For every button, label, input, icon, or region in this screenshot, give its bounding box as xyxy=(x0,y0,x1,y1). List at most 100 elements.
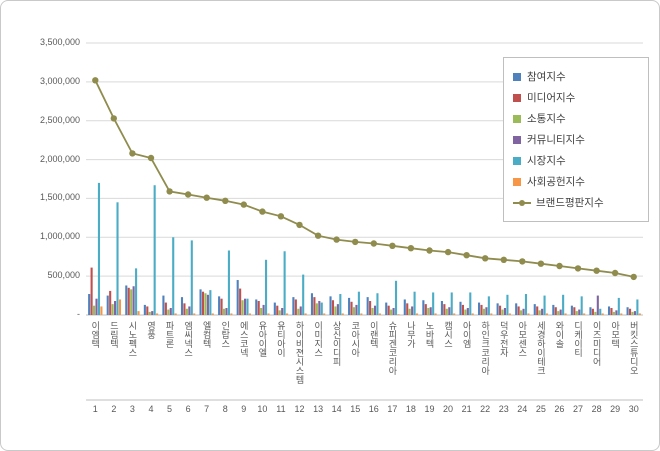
bar-사회공헌지수 xyxy=(230,313,233,315)
brand-index-marker xyxy=(240,201,247,208)
bar-소통지수 xyxy=(222,308,226,315)
bar-참여지수 xyxy=(385,302,388,315)
x-axis-category-label: 엠씨넥스 xyxy=(183,321,194,357)
bar-미디어지수 xyxy=(239,288,242,315)
bar-커뮤니티지수 xyxy=(188,306,191,315)
x-axis-category-label: 나무가 xyxy=(405,321,416,348)
x-axis-rank-label: 9 xyxy=(241,404,247,414)
bar-미디어지수 xyxy=(573,307,576,315)
bar-소통지수 xyxy=(111,304,114,315)
x-axis-category-label: 이미지스 xyxy=(313,321,324,357)
x-axis-category-label: 영풍 xyxy=(145,321,156,339)
bar-사회공헌지수 xyxy=(527,313,530,315)
bar-커뮤니티지수 xyxy=(336,304,339,315)
x-axis-rank-label: 24 xyxy=(517,404,528,414)
legend-color-swatch-icon xyxy=(513,135,521,144)
x-axis-rank-label: 23 xyxy=(498,404,509,414)
brand-index-marker xyxy=(574,265,582,272)
bar-사회공헌지수 xyxy=(490,313,493,315)
bar-소통지수 xyxy=(427,308,430,315)
legend-color-swatch-icon xyxy=(513,114,521,123)
brand-index-marker xyxy=(482,255,489,262)
bar-참여지수 xyxy=(106,295,109,315)
bar-참여지수 xyxy=(255,299,258,315)
brand-index-marker xyxy=(500,256,507,263)
x-axis-rank-label: 28 xyxy=(591,404,602,414)
bar-시장지수 xyxy=(97,182,101,315)
bar-참여지수 xyxy=(366,297,369,315)
x-axis-rank-label: 6 xyxy=(185,404,191,414)
bar-참여지수 xyxy=(459,301,462,315)
brand-index-marker xyxy=(444,248,452,256)
y-axis-tick-label: 1,500,000 xyxy=(39,192,80,203)
x-axis-category-label: 코아시아 xyxy=(350,321,361,357)
bar-미디어지수 xyxy=(183,303,186,315)
bar-사회공헌지수 xyxy=(434,313,437,315)
x-axis-rank-label: 25 xyxy=(535,404,546,414)
x-axis-category-label: 파트론 xyxy=(164,321,175,348)
bar-커뮤니티지수 xyxy=(281,308,284,315)
legend-item-label: 미디어지수 xyxy=(527,92,576,104)
bar-미디어지수 xyxy=(499,305,502,315)
bar-사회공헌지수 xyxy=(620,313,623,315)
bar-시장지수 xyxy=(265,259,268,315)
x-axis-category-label: 상신이디피 xyxy=(331,321,342,366)
bar-사회공헌지수 xyxy=(286,313,289,315)
bar-소통지수 xyxy=(241,300,244,315)
bar-소통지수 xyxy=(575,311,578,315)
bar-소통지수 xyxy=(167,309,170,315)
bar-커뮤니티지수 xyxy=(132,286,135,315)
x-axis-category-label: 인탑스 xyxy=(220,321,231,348)
bar-미디어지수 xyxy=(331,300,335,315)
bar-소통지수 xyxy=(334,306,337,315)
bar-소통지수 xyxy=(371,308,374,315)
bar-참여지수 xyxy=(607,306,611,315)
bar-사회공헌지수 xyxy=(545,313,549,315)
x-axis-rank-label: 16 xyxy=(368,404,379,414)
x-axis-category-label: 유티아이 xyxy=(275,321,286,357)
bar-소통지수 xyxy=(594,311,597,315)
bar-사회공헌지수 xyxy=(137,311,140,315)
bar-사회공헌지수 xyxy=(508,313,511,315)
legend-item: 미디어지수 xyxy=(513,87,639,108)
bar-사회공헌지수 xyxy=(211,313,214,315)
legend-item: 브랜드평판지수 xyxy=(513,192,639,213)
brand-index-marker xyxy=(129,150,136,157)
bar-시장지수 xyxy=(357,291,360,315)
bar-참여지수 xyxy=(180,297,184,315)
x-axis-category-label: 와이솔 xyxy=(554,321,565,348)
x-axis-category-label: 이엠텍 xyxy=(90,321,101,348)
bar-소통지수 xyxy=(482,308,486,315)
x-axis-category-label: 이즈미디어 xyxy=(591,321,602,366)
brand-index-marker xyxy=(259,208,266,215)
bar-미디어지수 xyxy=(387,305,390,315)
bar-소통지수 xyxy=(408,308,411,315)
brand-index-marker xyxy=(333,236,340,243)
x-axis-category-label: 캠시스 xyxy=(443,321,454,348)
bar-시장지수 xyxy=(506,294,509,315)
x-axis-category-label: 슈피겐코리아 xyxy=(387,321,398,375)
bar-참여지수 xyxy=(310,293,314,315)
bar-시장지수 xyxy=(580,296,583,315)
bar-참여지수 xyxy=(143,304,146,315)
bar-미디어지수 xyxy=(480,304,483,315)
bar-참여지수 xyxy=(273,302,276,315)
brand-index-marker xyxy=(203,194,210,201)
bar-미디어지수 xyxy=(313,297,316,315)
y-axis-tick-label: 2,000,000 xyxy=(39,153,80,164)
legend-item: 시장지수 xyxy=(513,150,639,171)
bar-시장지수 xyxy=(302,274,305,315)
bar-시장지수 xyxy=(246,298,249,315)
bar-커뮤니티지수 xyxy=(95,298,98,315)
x-axis-category-label: 유아이엘 xyxy=(257,321,268,357)
x-axis-rank-label: 5 xyxy=(167,404,173,414)
bar-시장지수 xyxy=(636,299,639,315)
bar-시장지수 xyxy=(320,302,323,315)
bar-참여지수 xyxy=(218,296,221,315)
bar-커뮤니티지수 xyxy=(114,301,117,315)
x-axis-rank-label: 27 xyxy=(573,404,584,414)
bar-사회공헌지수 xyxy=(397,314,400,315)
brand-index-marker xyxy=(147,154,155,162)
bar-참여지수 xyxy=(348,297,351,315)
